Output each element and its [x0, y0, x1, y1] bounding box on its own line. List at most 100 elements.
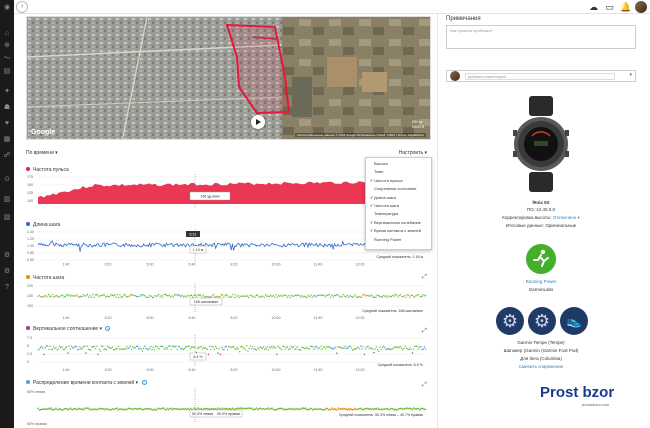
- device-icon[interactable]: ▭: [605, 2, 614, 12]
- altitude-correction-toggle[interactable]: Отключено ▾: [552, 215, 580, 220]
- cadence-point: [324, 296, 326, 298]
- heart-icon[interactable]: ♥: [4, 120, 10, 127]
- logo-icon[interactable]: ◉: [3, 4, 11, 11]
- vertical-ratio-point: [396, 346, 398, 348]
- running-power-link[interactable]: Running Power: [525, 279, 557, 284]
- gct-balance-point: [345, 408, 348, 410]
- cadence-point: [159, 296, 161, 298]
- comment-input[interactable]: Добавить комментарий: [465, 73, 615, 80]
- expand-icon[interactable]: ⤢: [422, 328, 427, 334]
- health-icon[interactable]: ✦: [4, 88, 10, 95]
- vertical-ratio-point: [268, 346, 271, 348]
- cadence-point: [231, 296, 233, 298]
- expand-icon[interactable]: ⤢: [422, 274, 427, 280]
- help-icon[interactable]: ?: [105, 326, 111, 331]
- gct-balance-point: [188, 409, 190, 411]
- activities-icon[interactable]: ⊕: [4, 42, 10, 49]
- cadence-point: [181, 294, 183, 297]
- gct-balance-point: [175, 407, 177, 410]
- vertical-ratio-point: [412, 348, 415, 350]
- customize-menu-item[interactable]: ✔Время контакта с землей: [366, 227, 431, 235]
- gct-balance-point: [319, 408, 321, 410]
- settings-icon[interactable]: ⚙: [3, 268, 11, 275]
- cadence-point: [114, 294, 116, 296]
- cadence-point: [285, 295, 287, 297]
- badges-icon[interactable]: ▧: [3, 214, 11, 221]
- gear-tempe-icon[interactable]: ⚙: [496, 307, 524, 335]
- cadence-point: [203, 296, 206, 298]
- upload-icon[interactable]: ☁: [589, 2, 598, 12]
- calendar-icon[interactable]: ▦: [3, 136, 11, 143]
- dashboard-icon[interactable]: ⌂: [4, 30, 10, 37]
- gear-icon[interactable]: ⚙: [3, 252, 11, 259]
- customize-menu-item[interactable]: ✔Частота шага: [366, 202, 431, 210]
- cadence-point: [84, 295, 86, 297]
- cadence-point: [130, 294, 133, 296]
- vertical-ratio-point: [204, 347, 206, 349]
- cadence-point: [142, 293, 144, 296]
- customize-menu-item[interactable]: Спортивное состояние: [374, 186, 417, 192]
- cadence-point: [276, 296, 278, 298]
- training-icon[interactable]: ☗: [3, 104, 11, 111]
- vertical-ratio-point: [146, 348, 148, 350]
- cadence-point: [306, 296, 308, 299]
- customize-menu-item[interactable]: ✔Вертикальное колебание: [366, 219, 431, 227]
- chevron-down-icon[interactable]: ▾: [629, 72, 632, 78]
- help-icon[interactable]: ?: [5, 284, 9, 291]
- user-avatar[interactable]: [635, 1, 647, 13]
- gct-balance-point: [372, 407, 374, 410]
- cadence-point: [420, 295, 423, 298]
- gct-balance-point: [271, 407, 273, 409]
- stride-length-chart[interactable]: 1.40 1.20 1.00 0.80 0.60 6:31 1.19 м 1:40 3:20 5:…: [26, 229, 431, 267]
- expand-icon[interactable]: ⤢: [422, 382, 427, 388]
- gear-shoes: Для бега (Columbia): [520, 356, 562, 361]
- customize-menu-item[interactable]: Running Power: [374, 236, 402, 242]
- watermark-url: prostobzor.com: [582, 402, 610, 407]
- stride-length-title: Длина шага: [26, 222, 60, 228]
- cadence-point: [363, 293, 365, 296]
- route-map[interactable]: 200 м 1000 ft Google Картографические да…: [26, 16, 431, 140]
- customize-menu-item[interactable]: Температура: [374, 211, 399, 217]
- cadence-chart[interactable]: 200 150 100 168 шагов/мин 1:40 3:20 5:00 6:40 8:…: [26, 283, 431, 321]
- reports-icon[interactable]: ▤: [3, 68, 11, 75]
- customize-menu-item[interactable]: Темп: [374, 169, 384, 175]
- change-gear-link[interactable]: Сменить снаряжение: [518, 364, 564, 369]
- cadence-point: [104, 296, 107, 298]
- vertical-ratio-point: [284, 348, 286, 350]
- vertical-ratio-point: [271, 345, 273, 348]
- cadence-point: [111, 294, 113, 296]
- play-route-button[interactable]: [251, 115, 265, 129]
- connections-icon[interactable]: ☍: [3, 152, 11, 159]
- goals-icon[interactable]: ▥: [3, 196, 11, 203]
- vertical-ratio-chart[interactable]: 7.5 5 2.5 0 6.4 % 1:40 3:20 5:00 6:40 8:20 10:00 11…: [26, 335, 431, 373]
- vertical-ratio-point: [415, 345, 417, 347]
- cadence-point: [39, 296, 42, 298]
- vertical-ratio-point: [370, 347, 373, 350]
- gct-balance-chart[interactable]: 60% левая 60% правая 50.0% левая 50.0% прав…: [26, 389, 431, 427]
- vertical-ratio-point: [230, 346, 232, 349]
- location-icon[interactable]: ⊙: [4, 176, 10, 183]
- customize-menu-item[interactable]: ✔Частота пульса: [366, 177, 431, 185]
- customize-dropdown[interactable]: Настроить ▾: [398, 150, 427, 156]
- vertical-ratio-point: [406, 348, 409, 350]
- running-power-app-icon[interactable]: [526, 244, 556, 274]
- insights-icon[interactable]: 〜: [3, 55, 11, 62]
- cadence-point: [224, 294, 226, 297]
- vertical-ratio-point: [422, 348, 424, 350]
- cadence-point: [207, 296, 209, 298]
- gear-footpod-icon[interactable]: ⚙: [528, 307, 556, 335]
- shoe-icon[interactable]: 👟: [560, 307, 588, 335]
- help-icon[interactable]: ?: [141, 380, 147, 385]
- view-by-dropdown[interactable]: По времени ▾: [26, 150, 58, 156]
- vertical-ratio-point: [195, 351, 198, 354]
- back-icon[interactable]: ›: [16, 1, 28, 13]
- cadence-point: [65, 293, 68, 296]
- notes-textarea[interactable]: Как прошла пробежка?: [446, 25, 636, 49]
- gct-balance-point: [48, 407, 50, 409]
- vertical-ratio-point: [225, 345, 228, 348]
- customize-menu-item[interactable]: Высота: [374, 161, 388, 166]
- notifications-icon[interactable]: 🔔: [620, 2, 632, 12]
- customize-menu-item[interactable]: ✔Длина шага: [366, 194, 431, 202]
- vertical-ratio-point: [387, 347, 390, 350]
- gct-balance-point: [171, 408, 174, 411]
